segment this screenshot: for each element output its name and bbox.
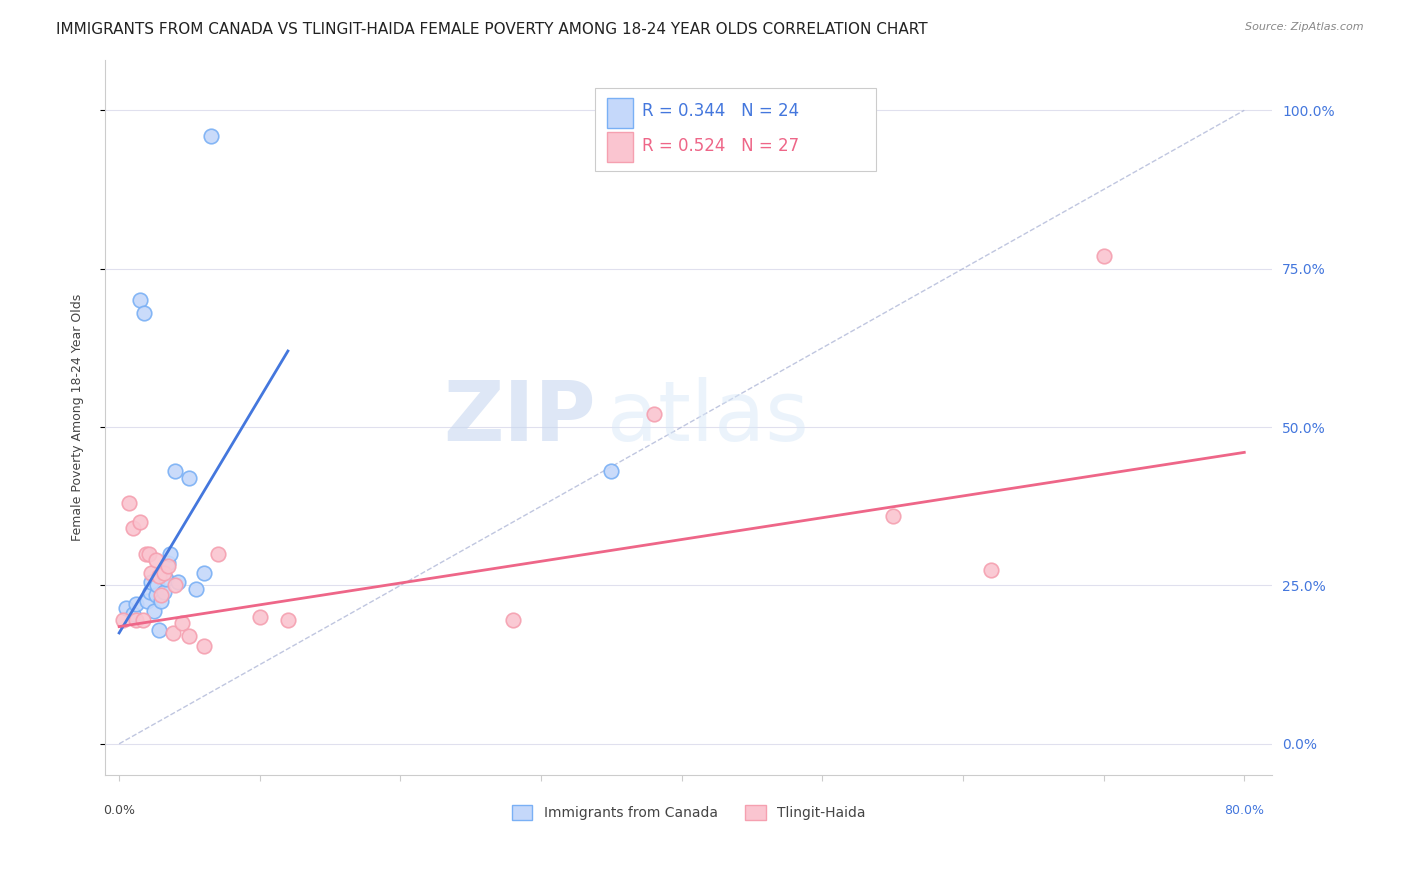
Point xyxy=(179,629,201,643)
Point xyxy=(882,508,904,523)
Point xyxy=(249,610,271,624)
Text: 0.0%: 0.0% xyxy=(103,804,135,817)
Bar xyxy=(607,97,633,128)
Legend: Immigrants from Canada, Tlingit-Haida: Immigrants from Canada, Tlingit-Haida xyxy=(506,800,872,826)
Text: atlas: atlas xyxy=(607,377,808,458)
Point xyxy=(143,604,166,618)
Point xyxy=(139,584,162,599)
Point xyxy=(132,613,155,627)
Point xyxy=(193,639,215,653)
Text: Source: ZipAtlas.com: Source: ZipAtlas.com xyxy=(1246,22,1364,32)
Y-axis label: Female Poverty Among 18-24 Year Olds: Female Poverty Among 18-24 Year Olds xyxy=(72,293,84,541)
Bar xyxy=(595,88,876,170)
Point xyxy=(200,128,222,143)
Point xyxy=(165,578,187,592)
Point xyxy=(153,566,176,580)
Point xyxy=(148,623,170,637)
Point xyxy=(135,547,157,561)
Point xyxy=(150,588,173,602)
Text: R = 0.524   N = 27: R = 0.524 N = 27 xyxy=(643,136,799,154)
Text: R = 0.344   N = 24: R = 0.344 N = 24 xyxy=(643,103,799,120)
Point xyxy=(112,613,135,627)
Point xyxy=(277,613,299,627)
Point xyxy=(172,616,194,631)
Point xyxy=(157,559,180,574)
Point xyxy=(129,515,152,529)
Point xyxy=(643,408,665,422)
Point xyxy=(186,582,208,596)
Point xyxy=(159,547,181,561)
Point xyxy=(193,566,215,580)
Point xyxy=(165,464,187,478)
Point xyxy=(145,553,167,567)
Point xyxy=(145,588,167,602)
Point xyxy=(162,626,184,640)
Point xyxy=(600,464,623,478)
Point xyxy=(129,293,152,308)
Point xyxy=(153,584,176,599)
Text: IMMIGRANTS FROM CANADA VS TLINGIT-HAIDA FEMALE POVERTY AMONG 18-24 YEAR OLDS COR: IMMIGRANTS FROM CANADA VS TLINGIT-HAIDA … xyxy=(56,22,928,37)
Point xyxy=(125,598,148,612)
Point xyxy=(980,563,1002,577)
Point xyxy=(146,578,169,592)
Point xyxy=(502,613,524,627)
Point xyxy=(207,547,229,561)
Point xyxy=(150,594,173,608)
Point xyxy=(122,521,145,535)
Point xyxy=(141,575,163,590)
Point xyxy=(115,600,138,615)
Point xyxy=(138,547,160,561)
Point xyxy=(179,471,201,485)
Point xyxy=(155,572,177,586)
Point xyxy=(125,613,148,627)
Point xyxy=(118,496,141,510)
Point xyxy=(157,556,180,570)
Text: ZIP: ZIP xyxy=(443,377,595,458)
Point xyxy=(1092,249,1115,263)
Text: 80.0%: 80.0% xyxy=(1225,804,1264,817)
Point xyxy=(148,569,170,583)
Point xyxy=(167,575,190,590)
Point xyxy=(141,566,163,580)
Point xyxy=(122,607,145,621)
Bar xyxy=(607,132,633,162)
Point xyxy=(134,306,156,320)
Point xyxy=(136,594,159,608)
